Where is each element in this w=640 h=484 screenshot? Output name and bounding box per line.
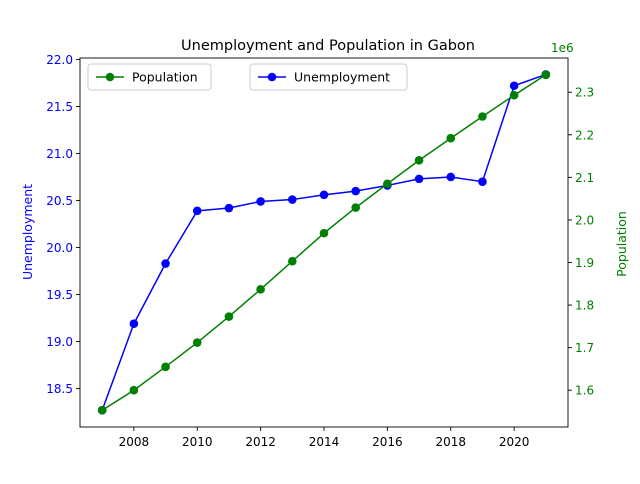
unemployment-point bbox=[224, 203, 234, 213]
y-right-tick-label: 2.0 bbox=[575, 213, 594, 227]
population-point bbox=[414, 156, 424, 165]
unemployment-point bbox=[256, 197, 265, 206]
y-left-tick-label: 21.0 bbox=[46, 147, 73, 161]
x-tick-label: 2010 bbox=[182, 435, 213, 449]
y-right-tick-label: 2.3 bbox=[575, 86, 594, 100]
y-right-tick-label: 1.9 bbox=[575, 256, 594, 270]
population-point bbox=[509, 90, 519, 100]
population-point bbox=[383, 179, 392, 189]
legend-population-label: Population bbox=[132, 70, 198, 85]
population-point bbox=[446, 133, 456, 143]
unemployment-point bbox=[192, 206, 202, 216]
y-left-tick-label: 18.5 bbox=[46, 382, 73, 396]
plot-area: 2008 2010 2012 2014 2016 2018 2020 18.5 19.0 19.5… bbox=[46, 53, 594, 449]
population-point bbox=[192, 338, 202, 347]
legend-box bbox=[87, 63, 212, 91]
unemployment-point bbox=[319, 190, 329, 200]
unemployment-point bbox=[129, 319, 139, 329]
unemployment-point bbox=[509, 81, 519, 91]
population-point bbox=[256, 285, 265, 294]
y-right-tick-label: 2.1 bbox=[575, 171, 594, 185]
population-point bbox=[351, 203, 360, 212]
population-point bbox=[288, 256, 297, 266]
chart-title: Unemployment and Population in Gabon bbox=[181, 38, 475, 54]
y-right-offset-text: 1e6 bbox=[551, 41, 574, 55]
plot-frame bbox=[79, 57, 569, 428]
population-point bbox=[129, 385, 139, 395]
legend-unemployment-swatch-marker bbox=[267, 72, 277, 82]
y-right-tick-label: 2.2 bbox=[575, 128, 594, 142]
x-tick-label: 2012 bbox=[245, 435, 276, 449]
y-right-axis-label: Population bbox=[614, 211, 629, 277]
unemployment-point bbox=[414, 174, 424, 184]
y-left-tick-label: 20.0 bbox=[46, 241, 73, 255]
x-tick-label: 2016 bbox=[372, 435, 403, 449]
unemployment-point bbox=[351, 186, 360, 196]
population-point bbox=[319, 228, 329, 238]
x-tick-label: 2018 bbox=[435, 435, 466, 449]
y-right-tick-label: 1.7 bbox=[575, 341, 594, 355]
y-left-tick-label: 19.5 bbox=[46, 288, 73, 302]
unemployment-point bbox=[288, 195, 297, 204]
unemployment-point bbox=[161, 259, 170, 268]
y-left-axis-label: Unemployment bbox=[20, 184, 35, 280]
y-right-tick-label: 1.6 bbox=[575, 384, 594, 398]
population-point bbox=[97, 405, 107, 415]
y-left-tick-label: 21.5 bbox=[46, 100, 73, 114]
unemployment-point bbox=[446, 172, 456, 182]
y-left-tick-label: 19.0 bbox=[46, 335, 73, 349]
y-right-tick-label: 1.8 bbox=[575, 299, 594, 313]
population-point bbox=[478, 112, 487, 121]
population-point bbox=[224, 312, 234, 321]
legend-population-swatch-marker bbox=[105, 72, 115, 82]
y-left-tick-label: 22.0 bbox=[46, 53, 73, 67]
x-tick-label: 2014 bbox=[309, 435, 340, 449]
y-left-tick-label: 20.5 bbox=[46, 194, 73, 208]
population-point bbox=[541, 70, 551, 80]
x-tick-label: 2020 bbox=[499, 435, 530, 449]
legend-unemployment-label: Unemployment bbox=[294, 70, 390, 85]
x-tick-label: 2008 bbox=[119, 435, 150, 449]
legend-box bbox=[249, 63, 408, 91]
unemployment-point bbox=[478, 177, 487, 186]
population-point bbox=[161, 362, 170, 372]
